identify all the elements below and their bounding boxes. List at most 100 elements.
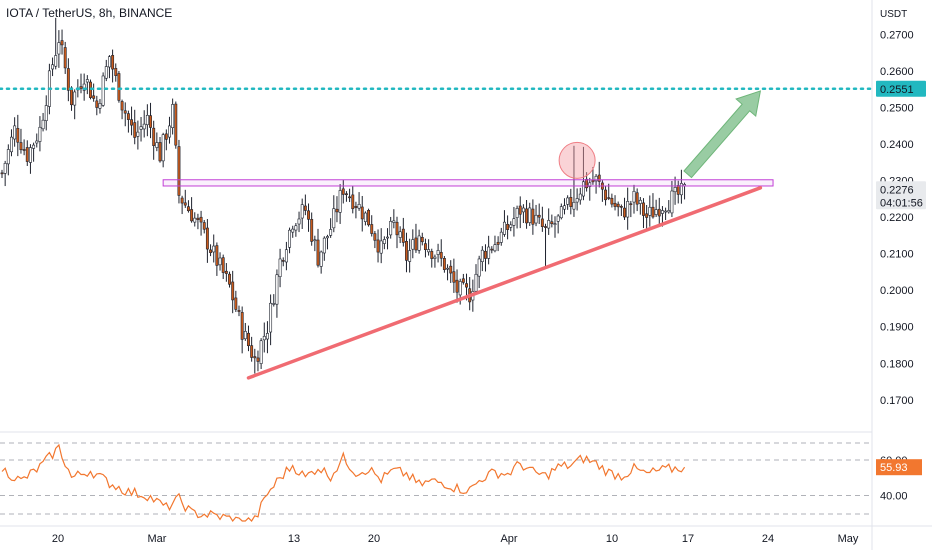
candle xyxy=(10,129,13,157)
candle xyxy=(174,101,178,149)
candle-body xyxy=(180,197,184,204)
candle xyxy=(224,263,228,282)
candle-body xyxy=(392,220,396,223)
candle-body xyxy=(499,231,503,243)
candle xyxy=(117,71,121,103)
candle xyxy=(196,213,200,230)
candle-body xyxy=(199,216,203,223)
candle-body xyxy=(455,279,459,293)
candle-body xyxy=(411,239,415,250)
candle xyxy=(335,196,339,223)
candle xyxy=(496,236,500,252)
candle xyxy=(82,73,86,101)
candle xyxy=(281,257,285,267)
candle-body xyxy=(155,142,159,148)
candle-body xyxy=(16,128,20,143)
candle-body xyxy=(414,237,418,251)
candle xyxy=(487,235,491,265)
last-price-label-bg xyxy=(876,181,926,210)
candle-body xyxy=(139,126,143,130)
candle xyxy=(32,142,36,162)
candle xyxy=(449,260,453,283)
candle xyxy=(139,117,143,142)
candle-body xyxy=(288,229,292,248)
candle xyxy=(420,232,424,246)
candle xyxy=(537,203,541,225)
candle xyxy=(300,198,304,229)
candle-body xyxy=(490,248,494,251)
candle xyxy=(171,98,175,135)
candle-body xyxy=(442,258,446,270)
candle xyxy=(256,350,260,372)
candle-body xyxy=(670,190,674,214)
candle xyxy=(278,248,282,288)
candle-body xyxy=(313,239,317,242)
candle xyxy=(363,211,367,226)
candle xyxy=(411,229,415,259)
candle xyxy=(275,269,279,318)
candle xyxy=(433,254,437,268)
candle-body xyxy=(158,142,162,162)
breakout-arrow xyxy=(683,90,762,179)
time-tick-label: 10 xyxy=(606,533,618,545)
candle-body xyxy=(525,208,529,224)
candle xyxy=(572,145,576,217)
candle-body xyxy=(329,229,333,236)
candle-body xyxy=(161,134,165,162)
candle xyxy=(338,184,342,224)
candle xyxy=(490,246,494,254)
last-price-label-countdown: 04:01:56 xyxy=(880,197,923,209)
candle-body xyxy=(247,332,250,347)
candle xyxy=(506,215,510,240)
candle-body xyxy=(234,297,238,310)
candle-body xyxy=(465,283,468,288)
price-tick-label: 0.1900 xyxy=(880,322,914,334)
candle-body xyxy=(269,302,273,333)
candle-body xyxy=(679,183,683,196)
candle-body xyxy=(354,205,358,208)
candle xyxy=(259,338,263,369)
candle-body xyxy=(408,250,412,262)
candle-body xyxy=(297,218,301,225)
candle-body xyxy=(168,125,171,138)
candle xyxy=(581,146,585,201)
candle xyxy=(386,228,389,250)
candle-body xyxy=(193,217,197,223)
candle-body xyxy=(360,206,364,220)
candle xyxy=(360,195,364,232)
candle-body xyxy=(597,174,601,182)
candle xyxy=(228,271,231,288)
candle xyxy=(626,187,630,230)
candle xyxy=(376,229,380,263)
candle xyxy=(95,95,99,116)
candle xyxy=(414,223,418,253)
time-tick-label: May xyxy=(838,533,859,545)
candle-body xyxy=(32,144,36,149)
candle xyxy=(373,231,377,249)
candle xyxy=(540,206,544,232)
candle xyxy=(499,227,503,246)
candle-body xyxy=(272,303,276,305)
candle-body xyxy=(57,42,61,55)
candle-body xyxy=(152,127,156,146)
candle xyxy=(79,73,83,94)
candle-body xyxy=(395,221,399,236)
candle-body xyxy=(332,208,336,229)
candle-body xyxy=(477,258,481,277)
candle-body xyxy=(379,240,383,254)
candle xyxy=(348,188,352,203)
candle xyxy=(534,204,538,227)
candle-body xyxy=(54,55,58,67)
candle xyxy=(218,252,222,271)
candle xyxy=(455,269,459,303)
candle-body xyxy=(594,175,598,182)
candle-body xyxy=(544,226,547,228)
candle xyxy=(651,193,655,219)
candle xyxy=(569,188,573,215)
candle-body xyxy=(307,210,310,220)
candle xyxy=(367,208,371,227)
time-tick-label: Apr xyxy=(500,533,517,545)
candle xyxy=(518,196,522,229)
candle xyxy=(319,250,323,274)
candle-body xyxy=(654,209,658,215)
